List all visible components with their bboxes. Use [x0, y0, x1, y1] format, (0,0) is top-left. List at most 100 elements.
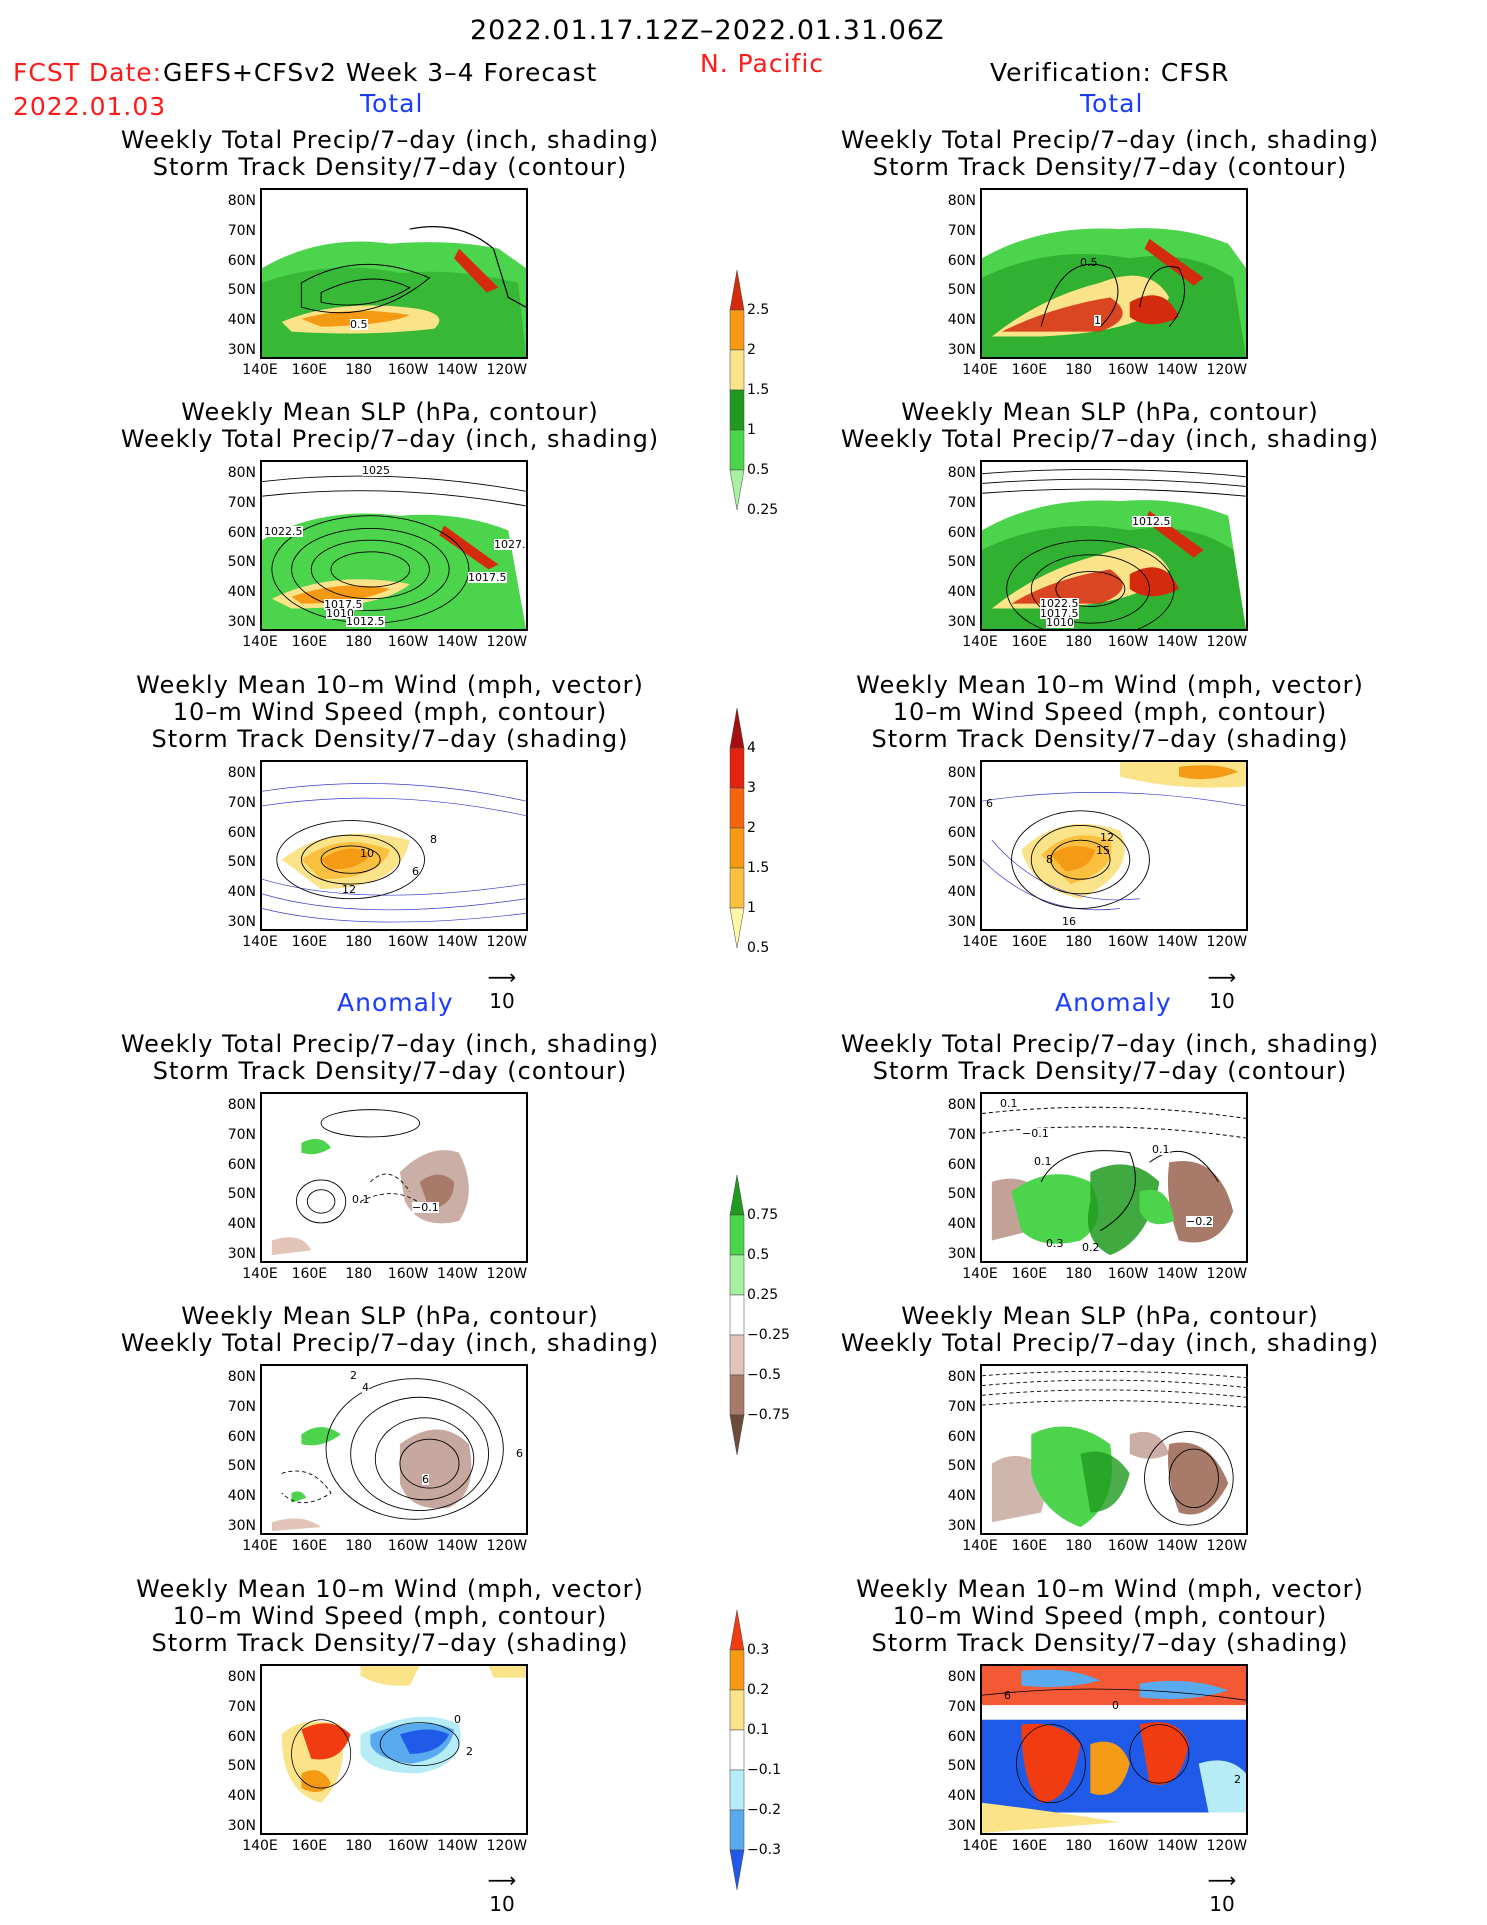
colorbar-swatch: [729, 1214, 745, 1256]
lat-tick-label: 70N: [947, 222, 976, 239]
contour-label: 2: [466, 1745, 473, 1758]
colorbar-swatch: [729, 1769, 745, 1811]
title-obs-anom-precip: Weekly Total Precip/7–day (inch, shading…: [840, 1030, 1380, 1085]
contour-label: 0.5: [350, 318, 368, 331]
vector-reference-obs-total: ⟶ 10: [1197, 965, 1247, 1013]
lon-tick-label: 160E: [1011, 1266, 1048, 1282]
contour-label: 8: [430, 833, 437, 846]
title-obs-total-slp: Weekly Mean SLP (hPa, contour) Weekly Tot…: [840, 398, 1380, 453]
arrow-icon: ⟶: [487, 965, 517, 989]
lat-tick-label: 30N: [227, 342, 256, 358]
contour-label: 6: [422, 1473, 429, 1486]
lat-tick-label: 60N: [947, 1728, 976, 1745]
lat-tick-label: 80N: [947, 193, 976, 209]
colorbar-swatch: [729, 1254, 745, 1296]
colorbar-label: −0.3: [747, 1842, 781, 1858]
lon-tick-label: 180: [345, 934, 373, 950]
lat-tick-label: 30N: [947, 1818, 976, 1834]
lat-tick-label: 70N: [227, 1698, 256, 1715]
lon-tick-label: 180: [1065, 362, 1093, 378]
title-obs-anom-wind: Weekly Mean 10–m Wind (mph, vector) 10–m …: [856, 1575, 1364, 1657]
lat-tick-label: 30N: [227, 1818, 256, 1834]
lon-tick-label: 160W: [1107, 362, 1149, 378]
map-fc-total-precip: 0.5: [260, 188, 528, 359]
colorbar-swatch: [729, 270, 745, 311]
lon-tick-label: 160W: [387, 1838, 429, 1854]
lat-tick-label: 40N: [227, 312, 256, 329]
colorbar-swatch: [729, 1294, 745, 1336]
colorbar-label: −0.2: [747, 1802, 781, 1818]
map-fc-anom-slp: 2 4 6 6: [260, 1364, 528, 1535]
lon-tick-label: 160W: [387, 362, 429, 378]
colorbar-label: −0.25: [747, 1327, 790, 1343]
lon-tick-label: 140W: [1157, 362, 1198, 378]
lon-tick-label: 140W: [437, 362, 478, 378]
colorbar-label: −0.1: [747, 1762, 781, 1778]
colorbar-swatch: [729, 867, 745, 909]
lon-tick-label: 120W: [486, 634, 528, 650]
colorbar-swatch: [729, 469, 745, 511]
colorbar-swatch: [729, 309, 745, 351]
contour-label: 1010: [326, 607, 354, 620]
contour-label: 16: [1062, 915, 1076, 928]
contour-label: 1017.5: [324, 598, 363, 611]
colorbar-swatch: [729, 1374, 745, 1416]
lon-tick-label: 160W: [387, 1538, 429, 1554]
lat-tick-label: 50N: [947, 1186, 976, 1203]
contour-label: 1010: [1046, 616, 1074, 629]
lon-tick-label: 120W: [486, 1266, 528, 1282]
lat-tick-label: 50N: [227, 854, 256, 871]
contour-label: 1027.5: [494, 539, 526, 550]
lon-tick-label: 160E: [291, 1538, 328, 1554]
lon-tick-label: 140E: [242, 1538, 278, 1554]
lat-tick-label: 50N: [947, 854, 976, 871]
lat-tick-label: 30N: [947, 1518, 976, 1534]
contour-label: 8: [1046, 853, 1053, 866]
lat-tick-label: 70N: [227, 494, 256, 511]
lat-tick-label: 30N: [947, 614, 976, 630]
lat-tick-label: 60N: [227, 252, 256, 269]
lat-tick-label: 80N: [227, 1097, 256, 1113]
lon-tick-label: 120W: [1206, 1538, 1248, 1554]
lat-tick-label: 70N: [947, 1398, 976, 1415]
lat-tick-label: 60N: [227, 524, 256, 541]
map-obs-total-slp: 1012.5 1022.5 1017.5 1010: [980, 460, 1248, 631]
lat-tick-label: 60N: [947, 824, 976, 841]
lat-tick-label: 80N: [227, 193, 256, 209]
contour-label: 15: [1096, 844, 1110, 857]
map-obs-anom-wind: 6 0 2: [980, 1664, 1248, 1835]
section-total-left: Total: [360, 89, 424, 118]
contour-label: 1017.5: [468, 571, 507, 584]
lon-tick-label: 180: [345, 634, 373, 650]
lon-tick-label: 160E: [291, 934, 328, 950]
colorbar-label: 1.5: [747, 382, 770, 398]
colorbar-swatch: [729, 747, 745, 789]
lon-tick-label: 120W: [486, 934, 528, 950]
lon-tick-label: 140E: [962, 1266, 998, 1282]
lat-tick-label: 50N: [227, 554, 256, 571]
lat-tick-label: 40N: [227, 1216, 256, 1233]
colorbar-swatch: [729, 1689, 745, 1731]
colorbar-label: 0.1: [747, 1722, 770, 1738]
colorbar-label: 4: [747, 740, 756, 756]
lat-tick-label: 70N: [227, 1398, 256, 1415]
lat-tick-label: 50N: [947, 554, 976, 571]
lat-tick-label: 70N: [227, 1126, 256, 1143]
contour-label: 6: [1004, 1689, 1011, 1702]
colorbar-swatch: [729, 1334, 745, 1376]
lon-tick-label: 160E: [291, 362, 328, 378]
lon-tick-label: 140E: [242, 362, 278, 378]
lat-tick-label: 40N: [227, 1488, 256, 1505]
colorbar-label: 1.5: [747, 860, 770, 876]
lon-tick-label: 160W: [387, 1266, 429, 1282]
lon-tick-label: 160E: [1011, 1838, 1048, 1854]
lon-tick-label: 160E: [1011, 634, 1048, 650]
lon-tick-label: 180: [1065, 634, 1093, 650]
lat-tick-label: 30N: [227, 1246, 256, 1262]
lat-tick-label: 70N: [227, 222, 256, 239]
arrow-icon: ⟶: [1207, 965, 1237, 989]
contour-label: 0.3: [1046, 1237, 1064, 1250]
map-obs-total-precip: 0.5 1: [980, 188, 1248, 359]
lat-tick-label: 80N: [947, 465, 976, 481]
map-fc-total-slp: 1025 1022.5 1027.5 1017.5 1017.5 1010 10…: [260, 460, 528, 631]
